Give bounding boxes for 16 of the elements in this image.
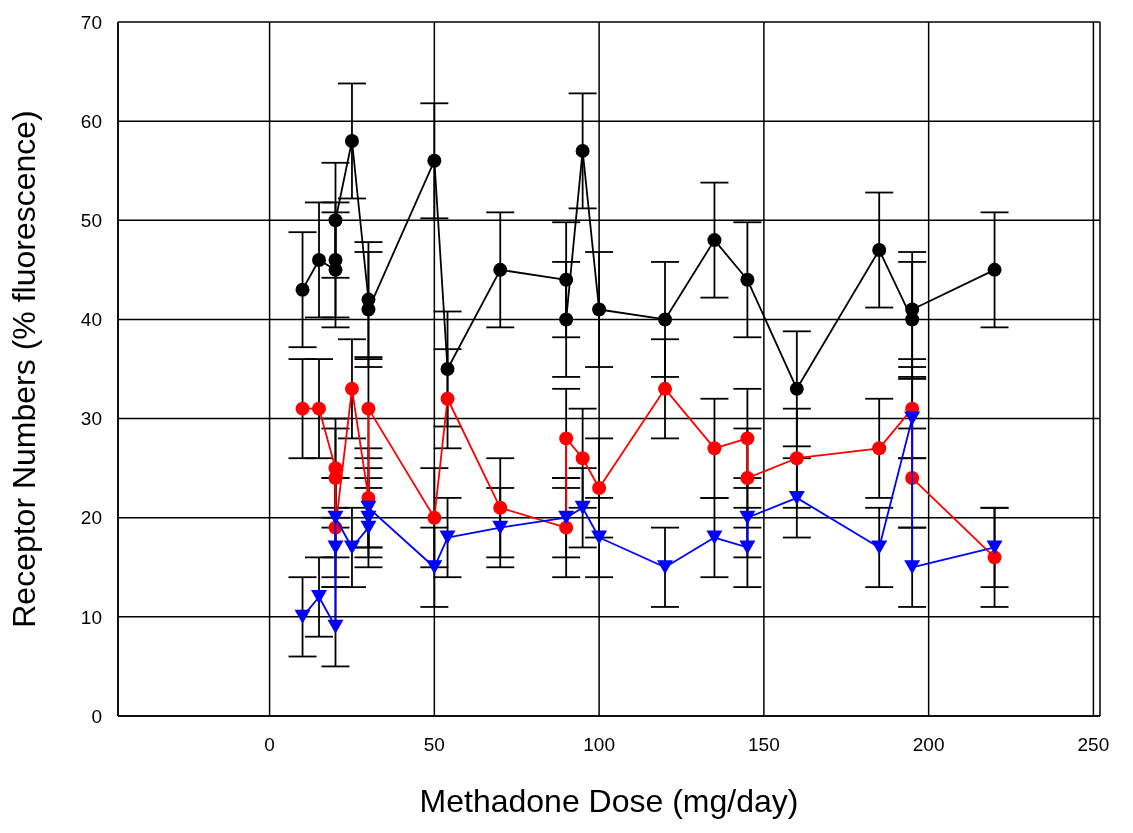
x-tick-label: 250: [1077, 734, 1110, 756]
y-tick-label: 30: [80, 408, 102, 430]
x-tick-label: 150: [748, 734, 780, 756]
x-tick-label: 200: [912, 734, 945, 756]
x-tick-label: 100: [583, 734, 615, 756]
y-tick-label: 40: [80, 309, 102, 331]
x-tick-label: 50: [423, 734, 445, 756]
x-axis-title: Methadone Dose (mg/day): [419, 783, 799, 819]
y-tick-label: 50: [80, 210, 102, 232]
y-tick-label: 20: [80, 507, 102, 529]
x-tick-label: 0: [264, 734, 275, 756]
y-axis-title: Receptor Numbers (% fluorescence): [6, 110, 43, 628]
y-tick-label: 0: [91, 705, 102, 727]
y-tick-label: 10: [80, 606, 102, 628]
y-tick-label: 60: [80, 110, 102, 132]
y-tick-label: 70: [80, 11, 102, 33]
